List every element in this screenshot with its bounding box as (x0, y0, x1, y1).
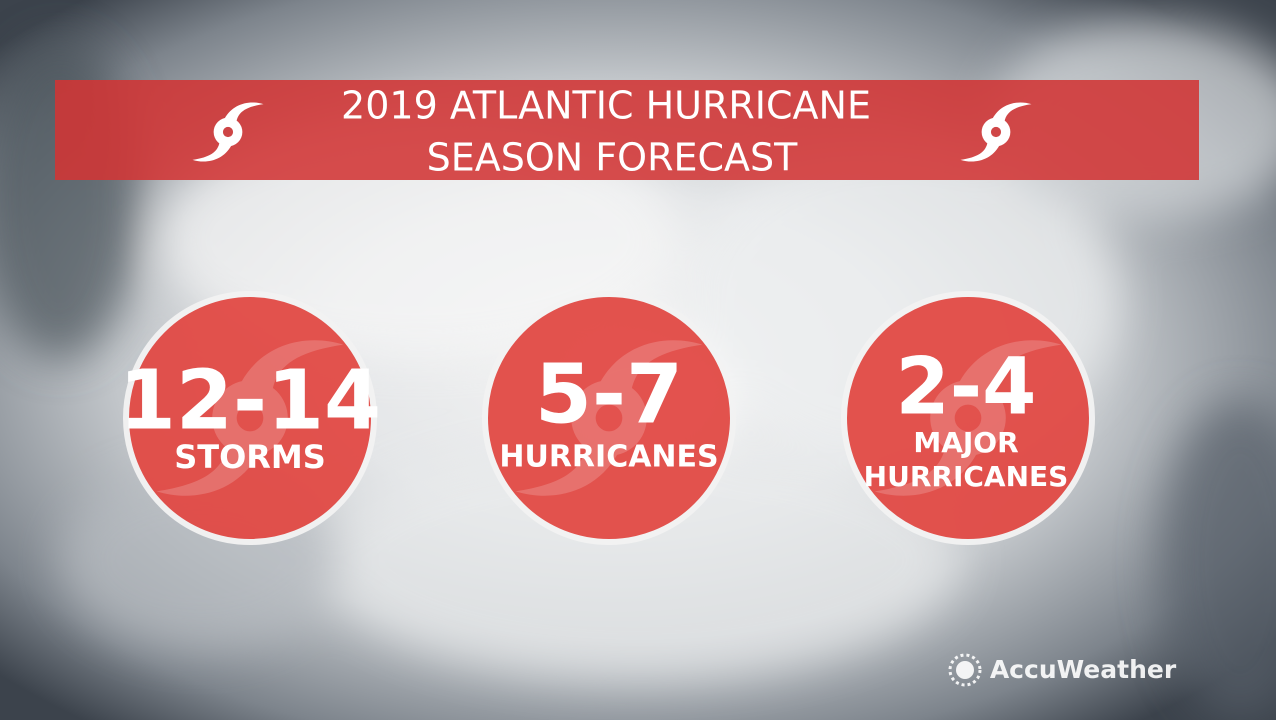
title-line: SEASON FORECAST (427, 136, 798, 180)
label: STORMS (174, 438, 326, 476)
forecast-circle: 2-4 MAJOR HURRICANES (841, 291, 1095, 545)
forecast-circle: 5-7 HURRICANES (482, 291, 736, 545)
logo-text: AccuWeather (990, 655, 1177, 684)
range: 2-4 (896, 342, 1037, 432)
label: MAJOR (913, 426, 1018, 459)
forecast-circle: 12-14 STORMS (119, 291, 381, 545)
title-line: 2019 ATLANTIC HURRICANE (341, 84, 871, 128)
label: HURRICANES (864, 460, 1069, 493)
label: HURRICANES (499, 440, 718, 475)
range: 12-14 (119, 353, 381, 448)
logo: AccuWeather (948, 653, 1177, 687)
range: 5-7 (535, 347, 683, 442)
